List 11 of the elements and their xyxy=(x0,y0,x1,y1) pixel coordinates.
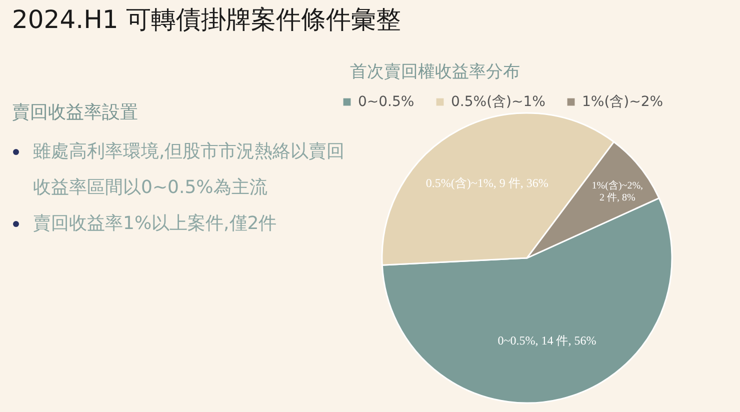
chart-subtitle: 首次賣回權收益率分布 xyxy=(350,62,520,82)
legend-label: 1%(含)~2% xyxy=(582,94,664,110)
chart-title: 2024.H1 可轉債掛牌案件條件彙整 xyxy=(12,5,402,34)
legend-label: 0~0.5% xyxy=(358,94,414,110)
text: 賣回收益率1%以上案件,僅2件 xyxy=(32,212,278,236)
data-label: 0~0.5%, 14 件, 56% xyxy=(498,334,596,348)
text: 賣回收益率設置 xyxy=(12,101,139,125)
data-label: 1%(含)~2%, 2 件, 8% xyxy=(592,179,644,204)
text: 雖處高利率環境,但股市市況熱絡以賣回收益率區間以0~0.5%為主流 xyxy=(32,140,346,200)
legend-label: 0.5%(含)~1% xyxy=(451,94,546,110)
data-label: 0.5%(含)~1%, 9 件, 36% xyxy=(426,176,548,190)
